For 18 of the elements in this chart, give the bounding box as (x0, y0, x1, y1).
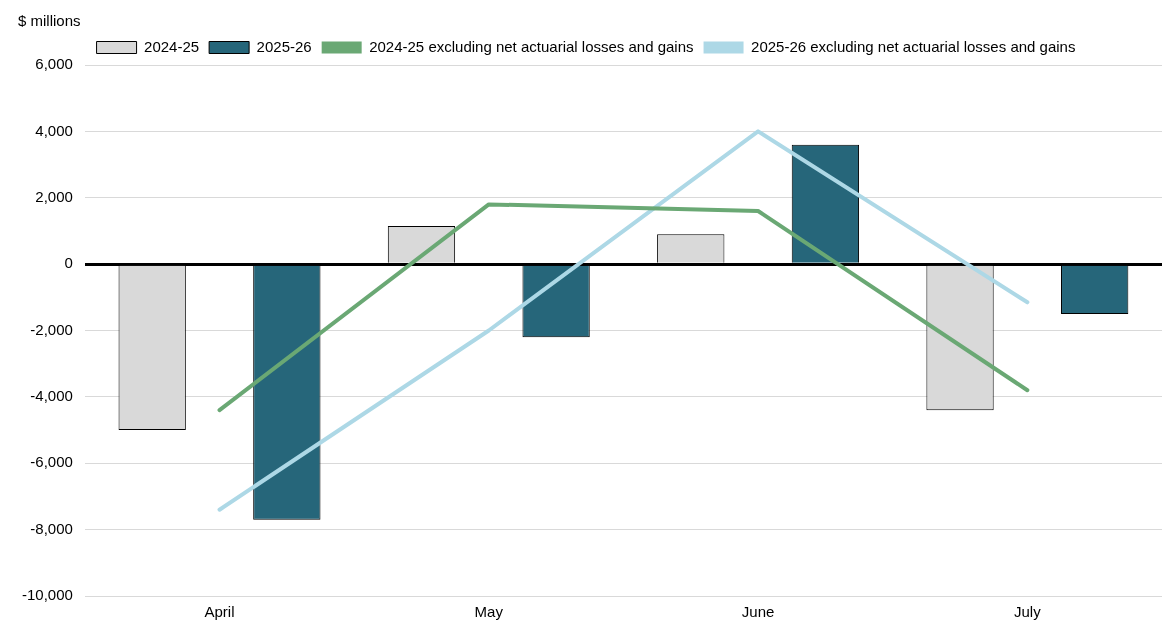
x-tick-label: April (204, 603, 235, 621)
legend-label: 2024-25 (144, 37, 200, 55)
y-tick-label: 6,000 (35, 55, 73, 73)
y-tick-label: -6,000 (30, 453, 73, 471)
y-tick-label: -2,000 (30, 320, 73, 338)
x-tick-label: June (741, 603, 775, 621)
legend-label: 2024-25 excluding net actuarial losses and gains (369, 37, 694, 55)
legend-label: 2025-26 (256, 37, 312, 55)
y-tick-label: -8,000 (30, 519, 73, 537)
y-tick-label: 0 (64, 254, 73, 272)
y-axis-title: $ millions (18, 12, 81, 29)
x-tick-label: July (1014, 603, 1042, 621)
y-tick-label: 4,000 (35, 121, 73, 139)
y-tick-label: -4,000 (30, 387, 73, 405)
x-tick-label: May (474, 603, 504, 621)
y-tick-label: -10,000 (22, 586, 73, 604)
legend-label: 2025-26 excluding net actuarial losses and gains (751, 37, 1076, 55)
y-tick-label: 2,000 (35, 187, 73, 205)
